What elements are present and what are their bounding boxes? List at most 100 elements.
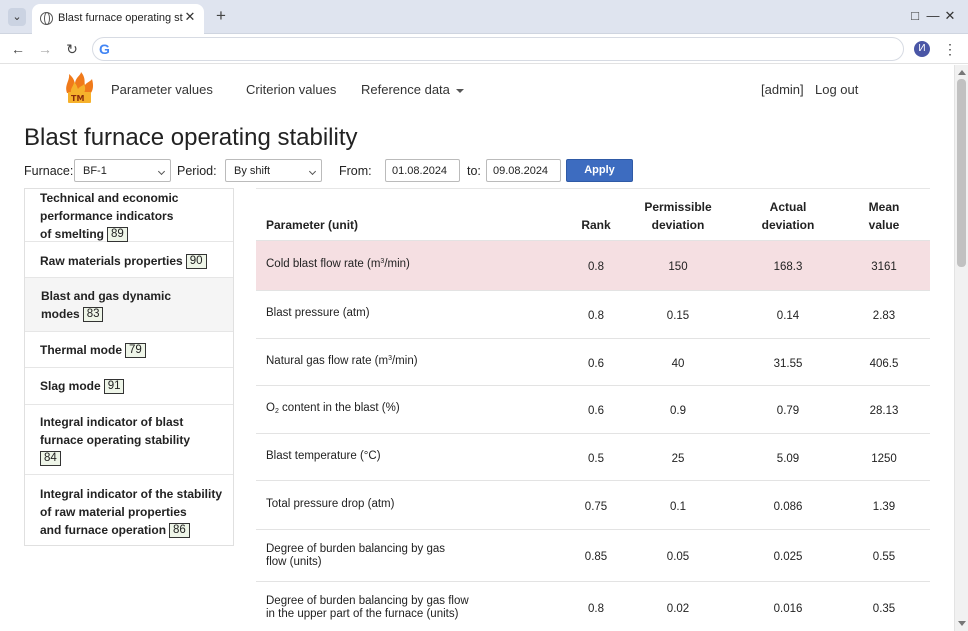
- nav-reference-data-dropdown[interactable]: Reference data: [361, 82, 464, 97]
- sidebar-item-technical-economic[interactable]: Technical and economic performance indic…: [25, 189, 233, 242]
- actual-deviation-cell: 0.086: [773, 501, 803, 513]
- apply-button[interactable]: Apply: [566, 159, 633, 182]
- to-date-input[interactable]: 09.08.2024: [486, 159, 561, 182]
- mean-value-cell: 1.39: [872, 501, 896, 513]
- period-select[interactable]: By shift: [225, 159, 322, 182]
- restore-window-icon[interactable]: □: [911, 8, 919, 23]
- forward-arrow-icon[interactable]: →: [38, 41, 52, 57]
- sidebar-item-thermal-mode[interactable]: Thermal mode 79: [25, 332, 233, 368]
- logout-link[interactable]: Log out: [815, 82, 859, 97]
- score-badge: 89: [107, 227, 128, 242]
- table-row: Degree of burden balancing by gas flow in…: [256, 581, 930, 631]
- page-title: Blast furnace operating stability: [24, 124, 358, 151]
- parameter-name: Degree of burden balancing by gas: [266, 543, 446, 555]
- actual-deviation-cell: 168.3: [773, 261, 803, 273]
- permissible-deviation-cell: 0.05: [666, 551, 690, 563]
- new-tab-plus-icon[interactable]: +: [216, 6, 226, 25]
- permissible-deviation-cell: 0.15: [666, 310, 690, 322]
- actual-deviation-cell: 0.79: [776, 405, 800, 417]
- sidebar-item-integral-raw-materials[interactable]: Integral indicator of the stability of r…: [25, 475, 233, 545]
- parameter-name: Degree of burden balancing by gas flow: [266, 595, 469, 607]
- chevron-down-icon: [308, 167, 317, 176]
- scroll-up-arrow-icon[interactable]: [958, 70, 966, 75]
- actual-deviation-cell: 5.09: [776, 453, 800, 465]
- profile-avatar[interactable]: И: [914, 41, 930, 57]
- parameter-cell: Degree of burden balancing by gas flow in…: [266, 595, 469, 621]
- table-row: Cold blast flow rate (m3/min) 0.8 150 168.3…: [256, 240, 930, 290]
- browser-toolbar: ← → ↻ G И ⋮: [0, 34, 968, 64]
- score-badge: 91: [103, 379, 125, 394]
- back-arrow-icon[interactable]: ←: [11, 41, 25, 57]
- web-page: ТМ Parameter values Criterion values Ref…: [0, 65, 954, 631]
- parameter-cell: Total pressure drop (atm): [266, 498, 394, 511]
- browser-tab[interactable]: Blast furnace operating stability ✕: [32, 4, 204, 34]
- sidebar-item-label: Raw materials properties: [40, 254, 183, 268]
- period-label: Period:: [177, 164, 217, 178]
- rank-cell: 0.85: [584, 551, 608, 563]
- chevron-down-icon: [157, 167, 166, 176]
- close-window-icon[interactable]: ✕: [944, 8, 956, 23]
- tab-search-chevron-icon[interactable]: ⌄: [8, 8, 26, 26]
- actual-deviation-cell: 31.55: [773, 358, 803, 370]
- svg-text:ТМ: ТМ: [71, 94, 84, 103]
- parameter-name-continued: in the upper part of the furnace (units): [266, 608, 459, 620]
- sidebar-item-blast-gas-dynamic[interactable]: Blast and gas dynamic modes 83: [25, 278, 233, 332]
- permissible-deviation-cell: 0.9: [670, 405, 686, 417]
- sidebar-item-raw-materials[interactable]: Raw materials properties 90: [25, 242, 233, 278]
- scrollbar-thumb[interactable]: [957, 79, 966, 267]
- sidebar-item-label: Blast and gas dynamic modes: [41, 289, 172, 321]
- mean-value-cell: 406.5: [869, 358, 899, 370]
- parameter-unit: content in the blast (%): [278, 402, 400, 414]
- sidebar-item-label: Integral indicator of the stability of r…: [40, 487, 223, 537]
- score-badge: 86: [169, 523, 190, 538]
- column-header-rank: Rank: [581, 218, 611, 232]
- parameter-unit: /min): [384, 258, 410, 270]
- column-header-actual-deviation: Actual deviation: [761, 200, 815, 232]
- parameter-name: Cold blast flow rate (m: [266, 258, 381, 270]
- table-row: Degree of burden balancing by gas flow (u…: [256, 529, 930, 581]
- mean-value-cell: 3161: [871, 261, 897, 273]
- sidebar-item-integral-blast-furnace[interactable]: Integral indicator of blast furnace oper…: [25, 405, 233, 475]
- nav-parameter-values[interactable]: Parameter values: [111, 82, 213, 97]
- nav-reference-data-label: Reference data: [361, 82, 450, 97]
- sidebar-item-label: Slag mode: [40, 379, 101, 393]
- app-logo-flame-icon[interactable]: ТМ: [62, 71, 96, 105]
- scroll-down-arrow-icon[interactable]: [958, 621, 966, 626]
- rank-cell: 0.75: [584, 501, 608, 513]
- parameter-name-continued: flow (units): [266, 556, 322, 568]
- sidebar-item-label: Technical and economic performance indic…: [40, 191, 179, 241]
- score-badge: 84: [40, 451, 61, 466]
- parameter-cell: Blast temperature (°C): [266, 450, 381, 463]
- parameter-cell: O2 content in the blast (%): [266, 402, 400, 415]
- column-header-permissible-deviation: Permissible deviation: [644, 200, 712, 232]
- chevron-down-icon: [455, 88, 464, 93]
- furnace-select[interactable]: BF-1: [74, 159, 171, 182]
- score-badge: 79: [125, 343, 146, 358]
- address-bar[interactable]: G: [92, 37, 904, 61]
- tab-title: Blast furnace operating stability: [58, 12, 183, 24]
- mean-value-cell: 1250: [871, 453, 897, 465]
- page-scrollbar[interactable]: [954, 65, 968, 631]
- google-icon: G: [99, 41, 110, 57]
- from-label: From:: [339, 164, 372, 178]
- rank-cell: 0.6: [588, 358, 604, 370]
- browser-menu-icon[interactable]: ⋮: [943, 41, 957, 57]
- sidebar-item-slag-mode[interactable]: Slag mode 91: [25, 368, 233, 405]
- close-tab-icon[interactable]: ✕: [184, 9, 196, 24]
- mean-value-cell: 0.35: [872, 603, 896, 615]
- reload-icon[interactable]: ↻: [66, 41, 78, 57]
- sidebar-item-label: Thermal mode: [40, 343, 123, 357]
- parameter-name: Blast temperature (°C): [266, 450, 381, 462]
- parameter-cell: Degree of burden balancing by gas flow (u…: [266, 543, 445, 569]
- unit-superscript: 3: [388, 355, 392, 362]
- nav-criterion-values[interactable]: Criterion values: [246, 82, 337, 97]
- parameter-cell: Natural gas flow rate (m3/min): [266, 355, 418, 368]
- permissible-deviation-cell: 150: [668, 261, 688, 273]
- rank-cell: 0.8: [588, 603, 604, 615]
- parameter-name: O: [266, 402, 275, 414]
- permissible-deviation-cell: 25: [671, 453, 685, 465]
- minimize-window-icon[interactable]: —: [926, 8, 940, 23]
- from-date-input[interactable]: 01.08.2024: [385, 159, 460, 182]
- mean-value-cell: 28.13: [869, 405, 899, 417]
- category-sidebar: Technical and economic performance indic…: [24, 188, 234, 546]
